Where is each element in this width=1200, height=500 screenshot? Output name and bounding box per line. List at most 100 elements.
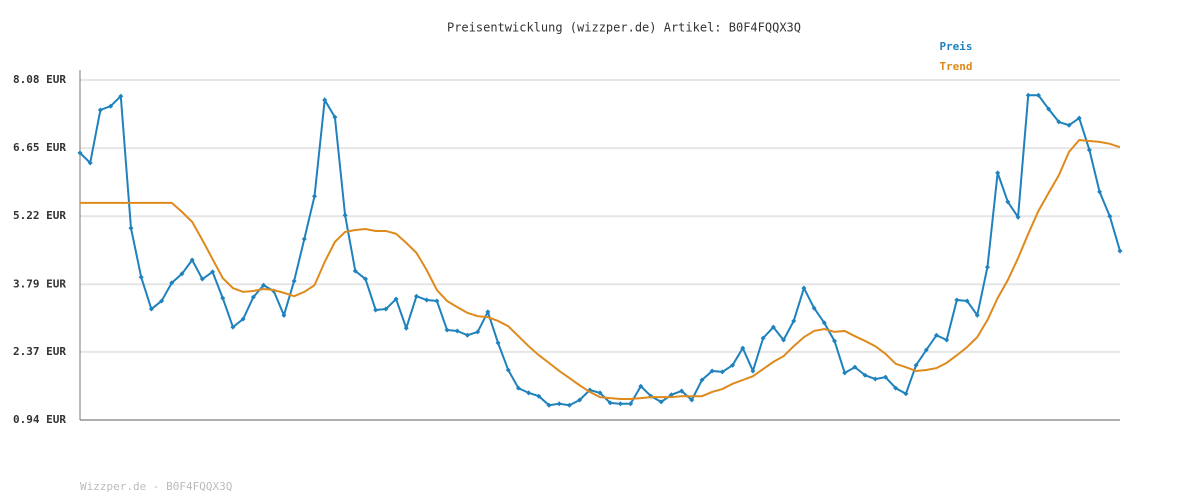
data-point — [770, 324, 776, 330]
data-point — [87, 160, 93, 166]
data-point — [138, 274, 144, 280]
data-point — [230, 324, 236, 330]
data-point — [862, 372, 868, 378]
data-point — [342, 212, 348, 218]
y-tick-label: 5.22 EUR — [13, 209, 66, 222]
legend-label: Preis — [939, 40, 972, 53]
y-tick-label: 2.37 EUR — [13, 345, 66, 358]
data-point — [1035, 92, 1041, 98]
data-point — [954, 297, 960, 303]
data-point — [159, 298, 165, 304]
data-point — [97, 107, 103, 113]
data-point — [872, 376, 878, 382]
data-point — [933, 332, 939, 338]
data-point — [1015, 214, 1021, 220]
data-point — [240, 316, 246, 322]
data-point — [148, 306, 154, 312]
data-point — [281, 312, 287, 318]
data-point — [352, 268, 358, 274]
data-point — [301, 236, 307, 242]
data-point — [475, 329, 481, 335]
data-point — [1086, 147, 1092, 153]
data-point — [210, 269, 216, 275]
y-tick-label: 8.08 EUR — [13, 73, 66, 86]
data-point — [434, 298, 440, 304]
data-point — [1025, 92, 1031, 98]
data-point — [261, 282, 267, 288]
data-point — [322, 97, 328, 103]
data-point — [607, 400, 613, 406]
data-point — [617, 401, 623, 407]
data-point — [179, 271, 185, 277]
data-point — [893, 385, 899, 391]
data-point — [964, 298, 970, 304]
data-point — [597, 390, 603, 396]
legend-label: Trend — [939, 60, 972, 73]
data-point — [628, 401, 634, 407]
data-point — [750, 368, 756, 374]
data-point — [1117, 248, 1123, 254]
data-point — [556, 401, 562, 407]
data-point — [220, 295, 226, 301]
data-point — [638, 383, 644, 389]
data-point — [526, 390, 532, 396]
data-point — [781, 337, 787, 343]
data-point — [984, 264, 990, 270]
data-point — [485, 309, 491, 315]
data-point — [1056, 119, 1062, 125]
data-point — [1107, 213, 1113, 219]
data-point — [169, 280, 175, 286]
data-point — [199, 276, 205, 282]
data-point — [1076, 115, 1082, 121]
data-point — [444, 327, 450, 333]
data-point — [730, 362, 736, 368]
data-point — [821, 320, 827, 326]
data-point — [332, 114, 338, 120]
data-point — [903, 391, 909, 397]
data-point — [505, 367, 511, 373]
data-point — [679, 388, 685, 394]
data-point — [842, 370, 848, 376]
data-point — [403, 325, 409, 331]
series-line — [80, 138, 1121, 401]
data-point — [740, 345, 746, 351]
data-point — [832, 338, 838, 344]
data-point — [566, 402, 572, 408]
data-point — [312, 193, 318, 199]
data-point — [1046, 106, 1052, 112]
data-point — [536, 393, 542, 399]
data-point — [1005, 199, 1011, 205]
data-point — [760, 335, 766, 341]
data-point — [791, 318, 797, 324]
data-point — [995, 170, 1001, 176]
data-point — [118, 93, 124, 99]
data-point — [974, 312, 980, 318]
y-tick-label: 0.94 EUR — [13, 413, 66, 426]
data-point — [413, 293, 419, 299]
data-point — [923, 347, 929, 353]
chart-title: Preisentwicklung (wizzper.de) Artikel: B… — [447, 21, 801, 35]
series-line — [79, 93, 1121, 407]
data-point — [464, 332, 470, 338]
data-point — [373, 307, 379, 313]
data-point — [719, 369, 725, 375]
data-point — [699, 377, 705, 383]
data-point — [577, 397, 583, 403]
data-point — [515, 385, 521, 391]
data-point — [454, 328, 460, 334]
data-point — [495, 340, 501, 346]
y-tick-label: 6.65 EUR — [13, 141, 66, 154]
data-point — [250, 294, 256, 300]
y-tick-label: 3.79 EUR — [13, 277, 66, 290]
data-point — [189, 257, 195, 263]
data-point — [546, 402, 552, 408]
data-point — [658, 399, 664, 405]
data-point — [362, 276, 368, 282]
data-point — [668, 392, 674, 398]
data-point — [811, 305, 817, 311]
data-point — [1097, 189, 1103, 195]
data-point — [424, 297, 430, 303]
data-point — [882, 374, 888, 380]
data-point — [852, 364, 858, 370]
footer: Wizzper.de - B0F4FQQX3Q — [80, 480, 232, 493]
